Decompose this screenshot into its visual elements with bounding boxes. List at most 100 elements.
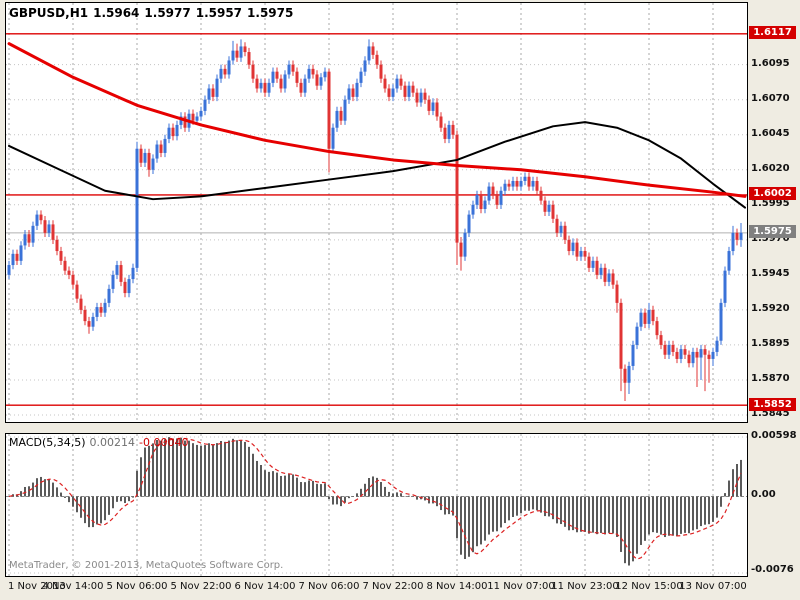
- candle-body: [171, 127, 175, 137]
- candle-body: [479, 194, 483, 209]
- candle-body: [135, 148, 139, 268]
- candle-body: [275, 71, 279, 79]
- time-axis[interactable]: 1 Nov 2013 4 Nov 14:00 5 Nov 06:00 5 Nov 22…: [0, 580, 800, 598]
- candle-body: [59, 251, 63, 261]
- candle-body: [51, 224, 55, 240]
- candle-body: [243, 46, 247, 53]
- time-axis-label: 7 Nov 22:00: [362, 581, 424, 592]
- candle-body: [511, 180, 515, 187]
- close-value: 1.5975: [247, 6, 294, 20]
- macd-canvas[interactable]: [6, 434, 747, 576]
- price-axis[interactable]: 1.6095 1.6070 1.6045 1.6020 1.5995 1.5970 1.59…: [748, 0, 800, 600]
- candle-body: [375, 54, 379, 65]
- candle-body: [91, 316, 95, 327]
- candle-body: [31, 225, 35, 243]
- macd-main-value: 0.00214: [89, 436, 136, 449]
- candle-body: [251, 64, 255, 79]
- candle-body: [323, 71, 327, 78]
- candle-body: [139, 148, 143, 163]
- price-chart-area[interactable]: [5, 2, 748, 423]
- candle-body: [595, 260, 599, 275]
- price-tick-label: 1.6045: [751, 128, 790, 140]
- candle-body: [367, 46, 371, 61]
- candle-body: [483, 200, 487, 209]
- candle-body: [711, 351, 715, 359]
- candle-body: [723, 270, 727, 303]
- candle-body: [175, 124, 179, 137]
- candle-body: [259, 82, 263, 89]
- candle-body: [47, 224, 51, 233]
- macd-indicator-label: MACD(5,34,5) 0.00214 -0.00040: [9, 436, 189, 449]
- candle-body: [503, 183, 507, 191]
- candle-body: [467, 214, 471, 233]
- candle-body: [75, 284, 79, 299]
- candle-body: [427, 99, 431, 111]
- candle-body: [299, 82, 303, 93]
- time-axis-label: 5 Nov 22:00: [170, 581, 232, 592]
- candle-body: [183, 116, 187, 128]
- candle-body: [703, 349, 707, 355]
- candle-body: [419, 92, 423, 103]
- candle-body: [403, 85, 407, 97]
- candle-body: [67, 270, 71, 275]
- candle-body: [215, 78, 219, 97]
- red-moving-average-line: [7, 42, 747, 198]
- symbol-period: GBPUSD,H1: [9, 6, 89, 20]
- candle-body: [35, 214, 39, 226]
- candle-body: [539, 190, 543, 201]
- time-axis-label: 11 Nov 07:00: [487, 581, 555, 592]
- candle-body: [7, 265, 11, 275]
- time-axis-label: 5 Nov 06:00: [106, 581, 168, 592]
- candle-body: [191, 113, 195, 121]
- candle-body: [255, 78, 259, 89]
- candle-body: [199, 110, 203, 117]
- candle-body: [651, 309, 655, 322]
- candle-body: [447, 124, 451, 139]
- candle-body: [291, 64, 295, 72]
- candle-body: [103, 302, 107, 313]
- candle-body: [551, 204, 555, 219]
- price-tick-label: 1.5895: [751, 338, 790, 350]
- time-axis-label: 6 Nov 14:00: [234, 581, 296, 592]
- price-tick-label: 1.5945: [751, 268, 790, 280]
- candle-body: [667, 344, 671, 355]
- candle-body: [203, 99, 207, 111]
- candle-body: [631, 344, 635, 366]
- candle-body: [335, 110, 339, 128]
- candle-body: [463, 232, 467, 257]
- candle-body: [623, 368, 627, 383]
- time-axis-label: 4 Nov 14:00: [42, 581, 104, 592]
- candle-body: [271, 71, 275, 83]
- macd-indicator-area[interactable]: [5, 433, 748, 577]
- candlestick-canvas[interactable]: [6, 3, 747, 422]
- candle-body: [127, 279, 131, 294]
- candle-body: [599, 267, 603, 275]
- candle-body: [451, 124, 455, 135]
- candle-body: [115, 265, 119, 275]
- macd-signal-value: -0.00040: [139, 436, 189, 449]
- time-axis-label: 11 Nov 23:00: [551, 581, 619, 592]
- candle-body: [567, 239, 571, 252]
- candle-body: [279, 78, 283, 89]
- candle-body: [283, 74, 287, 89]
- candle-body: [11, 253, 15, 266]
- candle-body: [83, 309, 87, 322]
- candle-body: [263, 82, 267, 93]
- candle-body: [643, 312, 647, 324]
- candle-body: [371, 46, 375, 55]
- candle-body: [607, 273, 611, 282]
- candle-body: [663, 344, 667, 355]
- candle-body: [587, 256, 591, 268]
- candle-body: [435, 102, 439, 117]
- candle-body: [143, 152, 147, 163]
- candle-body: [415, 92, 419, 103]
- candle-body: [443, 127, 447, 139]
- candle-body: [227, 60, 231, 75]
- candle-body: [295, 71, 299, 83]
- candle-body: [431, 102, 435, 111]
- price-tick-label: 1.5845: [751, 408, 790, 420]
- candle-body: [315, 74, 319, 86]
- candle-body: [399, 78, 403, 86]
- candle-body: [519, 180, 523, 187]
